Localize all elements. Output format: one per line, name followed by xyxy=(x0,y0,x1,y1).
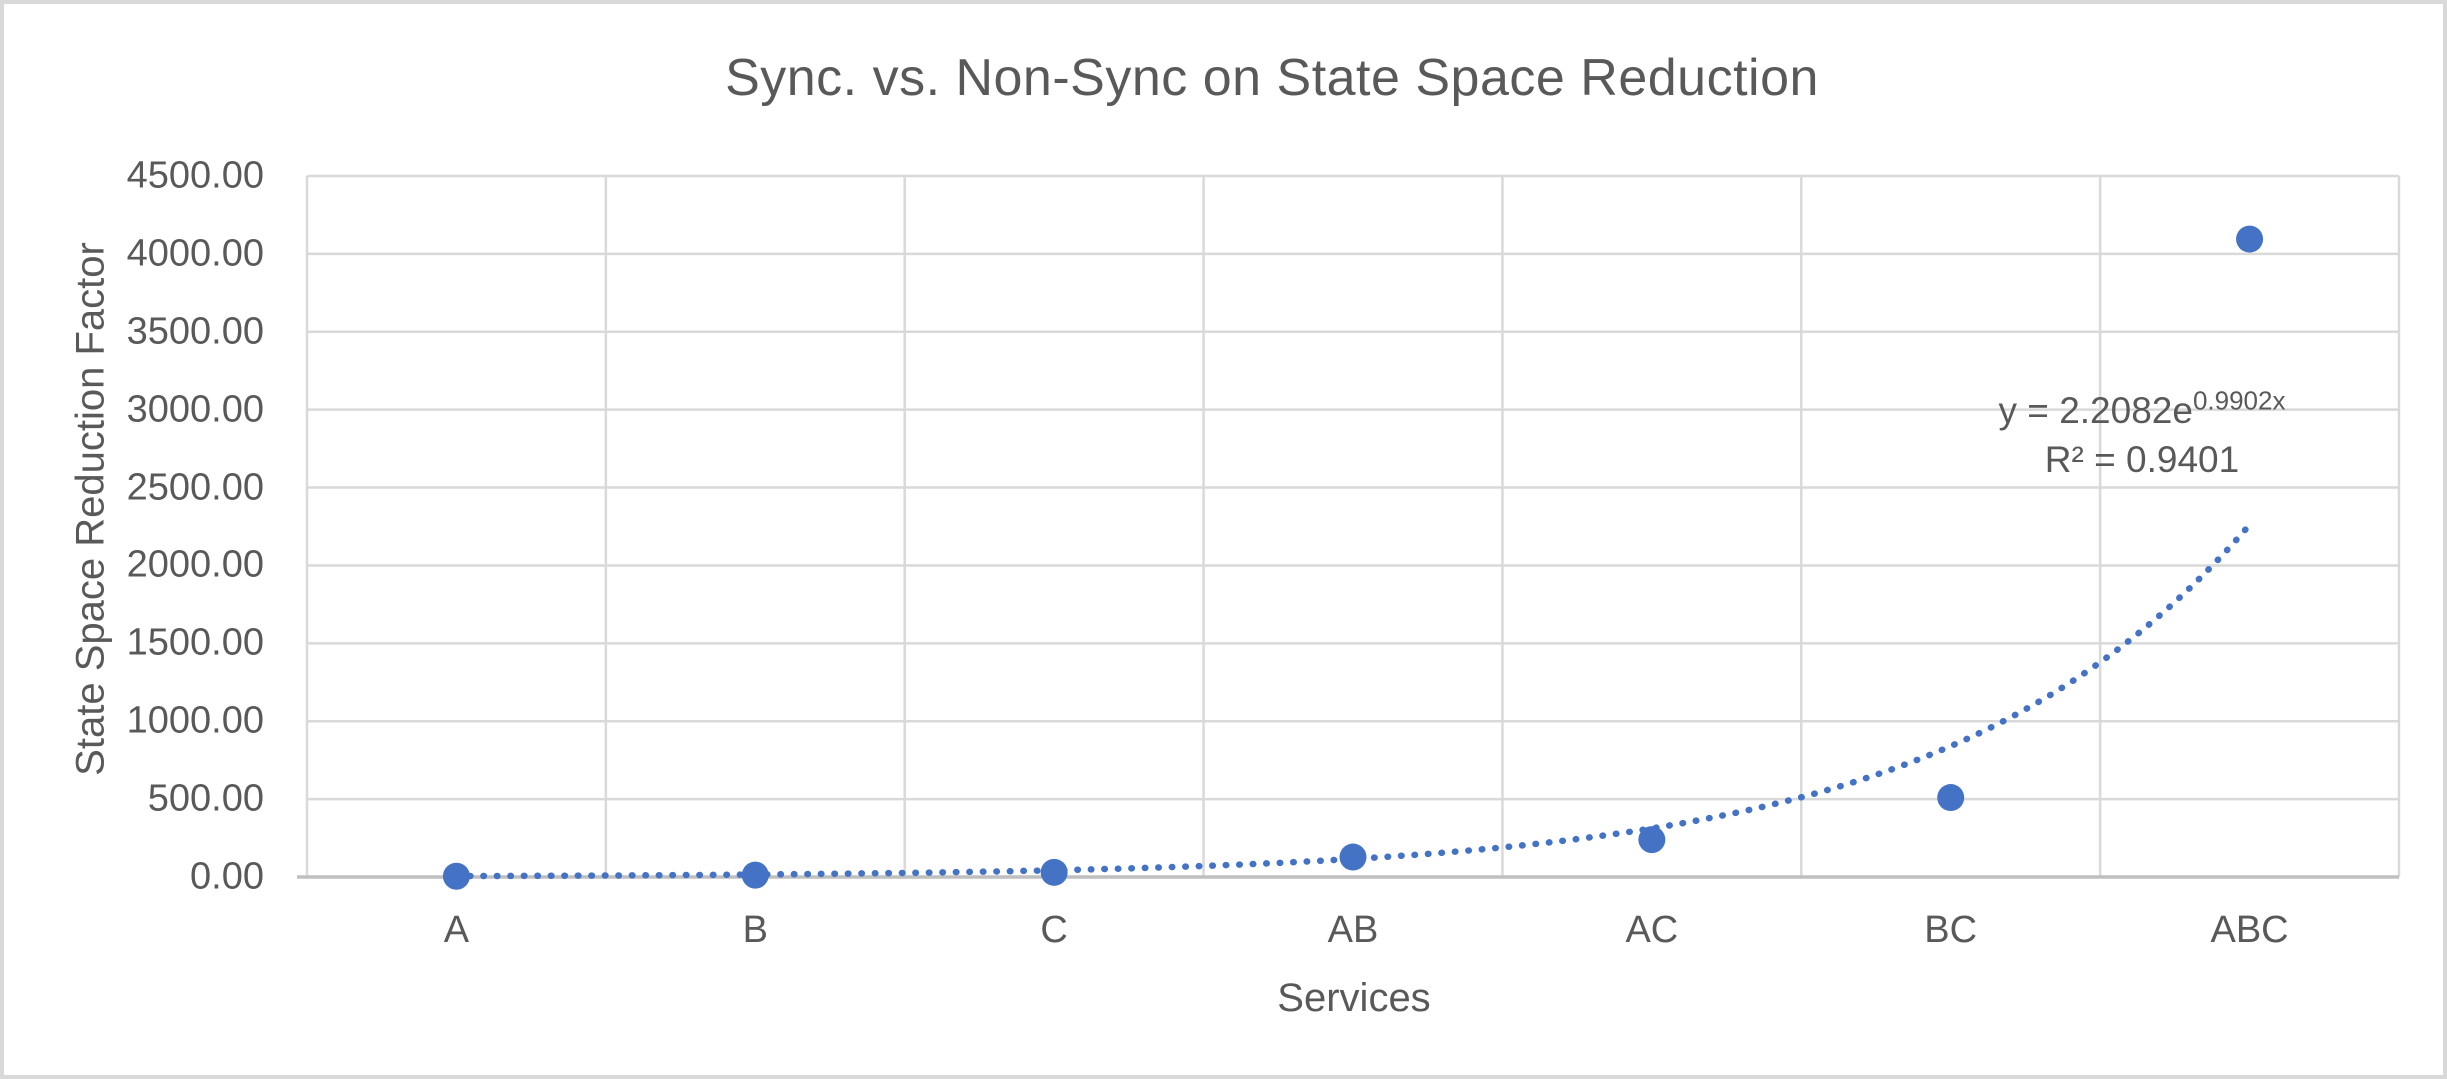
data-point-AC xyxy=(1638,826,1666,854)
data-point-ABC xyxy=(2236,225,2264,253)
trendline-dotted xyxy=(453,521,2253,880)
x-tick-label-AC: AC xyxy=(1625,909,1679,951)
data-point-B xyxy=(741,861,769,889)
y-tick-label: 4500.00 xyxy=(126,154,264,197)
plot-area xyxy=(297,174,2401,890)
x-axis-title: Services xyxy=(1277,976,1431,1020)
y-tick-label: 0.00 xyxy=(190,855,264,898)
y-tick-label: 3500.00 xyxy=(126,310,264,353)
y-tick-label: 2000.00 xyxy=(126,543,264,586)
y-axis-title: State Space Reduction Factor xyxy=(68,242,113,776)
y-tick-label: 500.00 xyxy=(147,777,264,820)
data-point-A xyxy=(442,862,470,890)
x-tick-label-AB: AB xyxy=(1327,909,1379,951)
y-tick-label: 2500.00 xyxy=(126,466,264,509)
x-tick-label-ABC: ABC xyxy=(2210,909,2289,951)
trendline-r2-line: R² = 0.9401 xyxy=(2044,438,2240,480)
y-tick-label: 1500.00 xyxy=(126,621,264,664)
x-tick-label-BC: BC xyxy=(1924,909,1978,951)
y-tick-label: 1000.00 xyxy=(126,699,264,742)
x-tick-label-B: B xyxy=(742,909,768,951)
data-point-BC xyxy=(1937,784,1965,812)
chart-title: Sync. vs. Non-Sync on State Space Reduct… xyxy=(725,49,1819,107)
data-point-AB xyxy=(1339,843,1367,871)
y-tick-label: 4000.00 xyxy=(126,232,264,275)
data-point-C xyxy=(1040,858,1068,886)
x-tick-label-C: C xyxy=(1040,909,1068,951)
y-tick-label: 3000.00 xyxy=(126,388,264,431)
equation-exponent: 0.9902x xyxy=(2192,385,2286,416)
x-tick-label-A: A xyxy=(443,909,470,951)
trendline-equation-line: y = 2.2082e0.9902x xyxy=(1998,385,2286,431)
trendline-equation-label: y = 2.2082e0.9902x R² = 0.9401 xyxy=(1999,387,2286,485)
